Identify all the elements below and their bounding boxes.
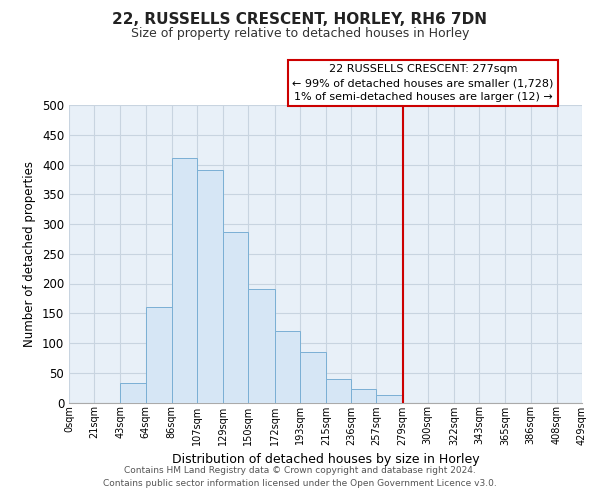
Bar bbox=[300, 352, 326, 403]
Bar bbox=[351, 390, 376, 402]
X-axis label: Distribution of detached houses by size in Horley: Distribution of detached houses by size … bbox=[172, 453, 479, 466]
Bar bbox=[172, 158, 197, 402]
Text: Size of property relative to detached houses in Horley: Size of property relative to detached ho… bbox=[131, 28, 469, 40]
Bar bbox=[146, 308, 172, 402]
Bar bbox=[121, 383, 146, 402]
Bar bbox=[197, 170, 223, 402]
Bar bbox=[275, 331, 300, 402]
Bar bbox=[223, 232, 248, 402]
Bar bbox=[248, 290, 275, 403]
Bar bbox=[326, 378, 351, 402]
Bar bbox=[376, 396, 403, 402]
Text: Contains HM Land Registry data © Crown copyright and database right 2024.
Contai: Contains HM Land Registry data © Crown c… bbox=[103, 466, 497, 487]
Text: 22 RUSSELLS CRESCENT: 277sqm
← 99% of detached houses are smaller (1,728)
1% of : 22 RUSSELLS CRESCENT: 277sqm ← 99% of de… bbox=[292, 64, 554, 102]
Text: 22, RUSSELLS CRESCENT, HORLEY, RH6 7DN: 22, RUSSELLS CRESCENT, HORLEY, RH6 7DN bbox=[113, 12, 487, 28]
Y-axis label: Number of detached properties: Number of detached properties bbox=[23, 161, 37, 347]
